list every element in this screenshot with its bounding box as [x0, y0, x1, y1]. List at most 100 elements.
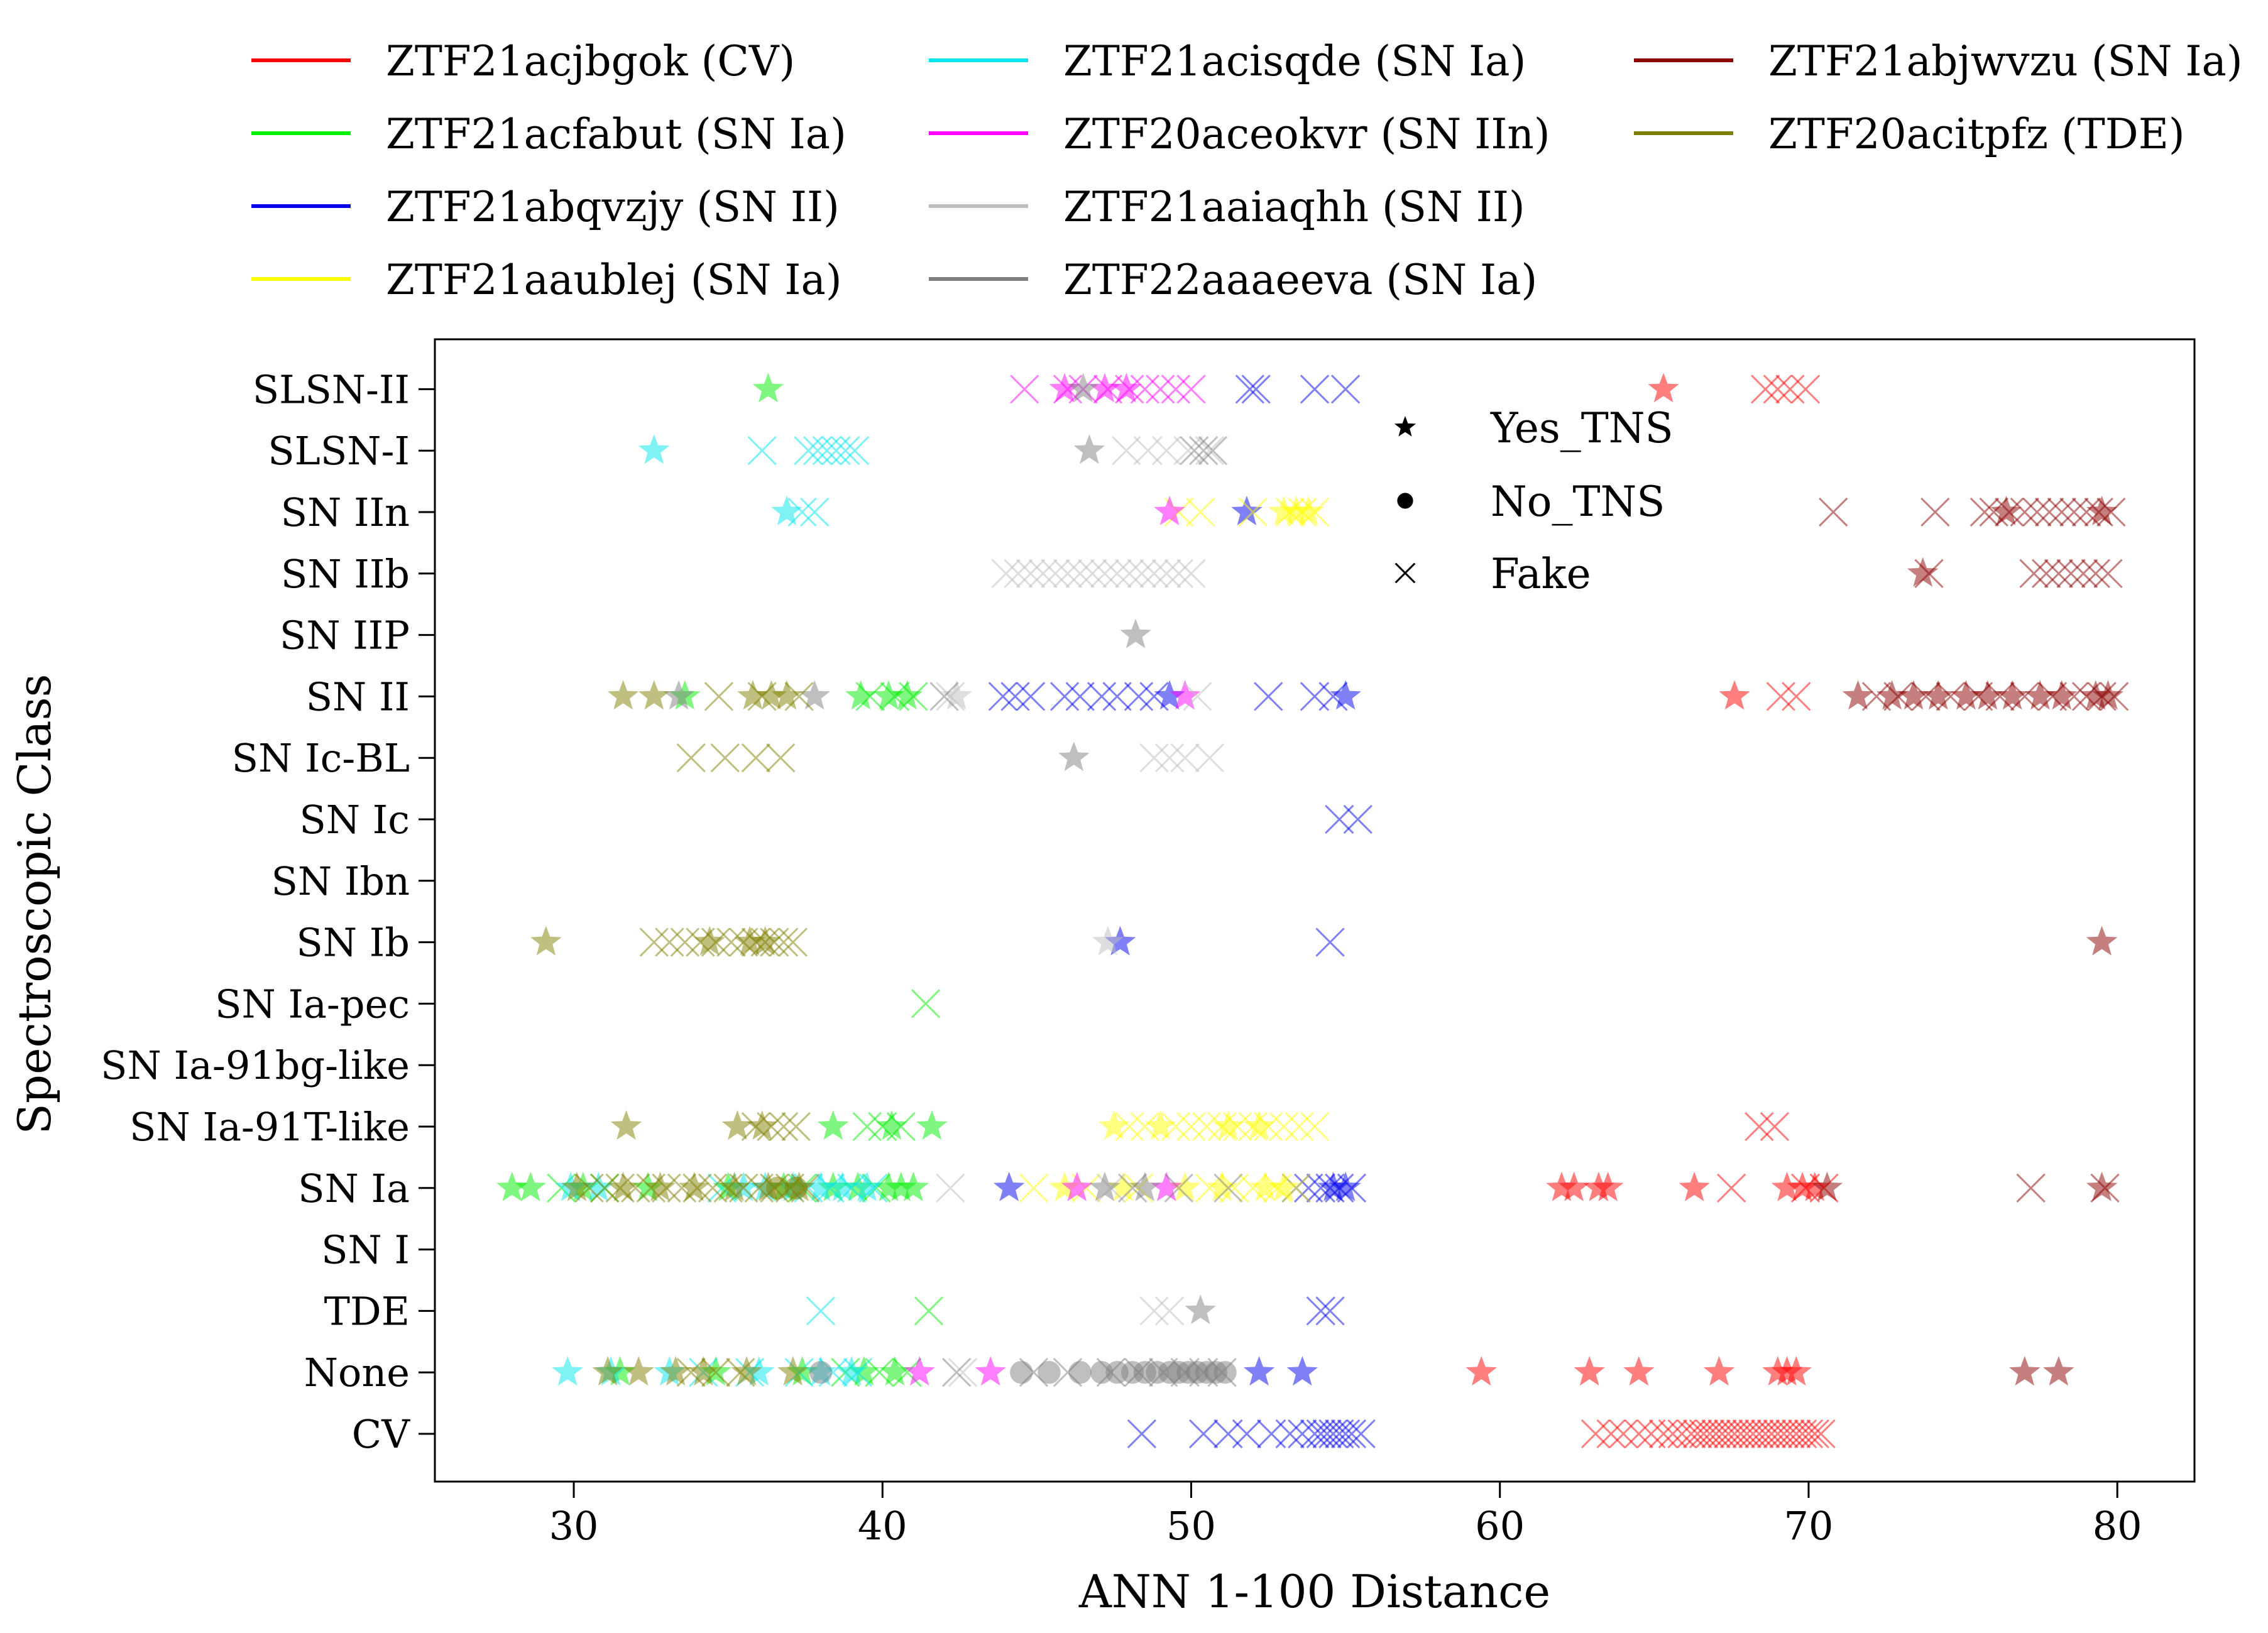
data-point-star: [1151, 1171, 1182, 1201]
legend-label: ZTF20acitpfz (TDE): [1768, 110, 2185, 158]
data-point-x: [1164, 1173, 1194, 1203]
data-point-x: [1288, 497, 1317, 527]
data-point-x: [1041, 559, 1070, 588]
data-point-x: [1624, 1419, 1653, 1449]
data-point-star: [638, 434, 670, 464]
data-point-x: [2016, 1173, 2046, 1203]
data-points: [496, 373, 2129, 1449]
data-point-x: [781, 1111, 811, 1142]
legend-entry: ZTF21abqvzjy (SN II): [251, 183, 840, 231]
data-point-x: [1636, 1419, 1666, 1449]
data-point-star: [941, 680, 972, 710]
data-point-x: [1275, 1419, 1305, 1449]
x-axis-label: ANN 1-100 Distance: [1078, 1565, 1550, 1618]
legend-label: ZTF21acisqde (SN Ia): [1063, 37, 1526, 85]
data-point-star: [994, 1171, 1025, 1201]
data-point-x: [2087, 682, 2117, 711]
data-point-star: [1049, 1171, 1080, 1201]
legend-entry: ZTF21aaublej (SN Ia): [251, 256, 842, 304]
data-point-star: [1212, 1110, 1244, 1140]
data-point-star: [749, 926, 781, 956]
data-point-x: [726, 1358, 755, 1387]
data-point-x: [836, 1173, 867, 1203]
data-point-x: [892, 1358, 922, 1387]
data-point-x: [655, 927, 684, 957]
data-point-x: [1188, 436, 1219, 466]
data-point-x: [1028, 559, 1058, 588]
data-point-x: [914, 1296, 944, 1326]
data-point-x: [682, 1173, 712, 1203]
legend-label: ZTF21aaiaqhh (SN II): [1063, 183, 1525, 231]
data-point-x: [1914, 559, 1944, 588]
data-point-x: [1337, 1419, 1367, 1449]
data-point-star: [1154, 680, 1185, 710]
data-point-x: [676, 1358, 706, 1387]
data-point-star: [632, 1171, 664, 1201]
data-point-x: [1087, 682, 1117, 711]
data-point-x: [1596, 1419, 1626, 1449]
data-point-x: [652, 1173, 681, 1203]
data-point-x: [1325, 1419, 1354, 1449]
data-point-x: [1346, 1419, 1376, 1449]
data-point-x: [2010, 682, 2039, 711]
data-point-x: [1911, 682, 1941, 711]
legend-entry: ZTF20aceokvr (SN IIn): [929, 110, 1550, 158]
data-point-x: [1232, 1419, 1262, 1449]
data-point-x: [1861, 682, 1892, 711]
data-point-x: [2090, 1173, 2120, 1203]
data-point-x: [1745, 1111, 1774, 1142]
y-tick-label: SLSN-I: [268, 428, 410, 474]
data-point-star: [1243, 1110, 1275, 1140]
x-tick-label: 30: [549, 1503, 599, 1549]
data-point-x: [1300, 1111, 1330, 1142]
data-point-star: [885, 1171, 917, 1201]
data-point-star: [561, 1171, 593, 1201]
y-tick-label: SN Ic-BL: [232, 735, 410, 781]
marker-legend-circle: [1397, 493, 1413, 509]
data-point-x: [1763, 374, 1793, 404]
y-tick-label: TDE: [324, 1288, 410, 1334]
data-point-star: [678, 1171, 710, 1201]
data-point-x: [1010, 374, 1039, 404]
legend-entry: ZTF21acisqde (SN Ia): [929, 37, 1526, 85]
data-point-x: [936, 1173, 965, 1203]
data-point-star: [805, 1171, 836, 1201]
data-point-x: [701, 927, 731, 957]
data-point-star: [607, 1171, 639, 1201]
data-point-x: [729, 1173, 759, 1203]
data-point-x: [1176, 1111, 1206, 1142]
data-point-star: [688, 1356, 720, 1386]
data-point-x: [1170, 743, 1200, 773]
data-point-star: [975, 1356, 1006, 1386]
data-point-star: [845, 680, 877, 710]
data-point-x: [1269, 1111, 1299, 1142]
data-point-x: [1819, 497, 1848, 527]
data-point-star: [1129, 1171, 1161, 1201]
data-point-star: [610, 1110, 642, 1140]
data-point-star: [1465, 1356, 1497, 1386]
data-point-star: [1623, 1356, 1655, 1386]
data-point-x: [1154, 743, 1185, 773]
data-point-star: [1104, 926, 1136, 956]
data-point-x: [1667, 1419, 1697, 1449]
data-point-star: [1842, 680, 1874, 710]
data-point-x: [806, 1296, 836, 1326]
data-point-x: [1124, 1358, 1154, 1387]
data-point-x: [747, 436, 777, 466]
legend-entry: ZTF21acjbgok (CV): [251, 37, 795, 85]
data-point-star: [515, 1171, 546, 1201]
data-point-star: [592, 1356, 623, 1386]
data-point-x: [2056, 559, 2086, 588]
data-point-star: [1787, 1171, 1818, 1201]
y-tick-label: SN Ia-pec: [215, 981, 410, 1027]
data-point-x: [2044, 559, 2074, 588]
data-point-x: [1164, 559, 1194, 588]
data-point-x: [710, 743, 740, 773]
data-point-star: [1170, 680, 1201, 710]
data-point-x: [1281, 1173, 1311, 1203]
legend-entry: ZTF21abjwvzu (SN Ia): [1634, 37, 2243, 85]
y-tick-label: SN II: [306, 674, 410, 719]
data-point-x: [1139, 682, 1169, 711]
data-point-x: [1149, 1358, 1178, 1387]
data-point-star: [1997, 680, 2028, 710]
